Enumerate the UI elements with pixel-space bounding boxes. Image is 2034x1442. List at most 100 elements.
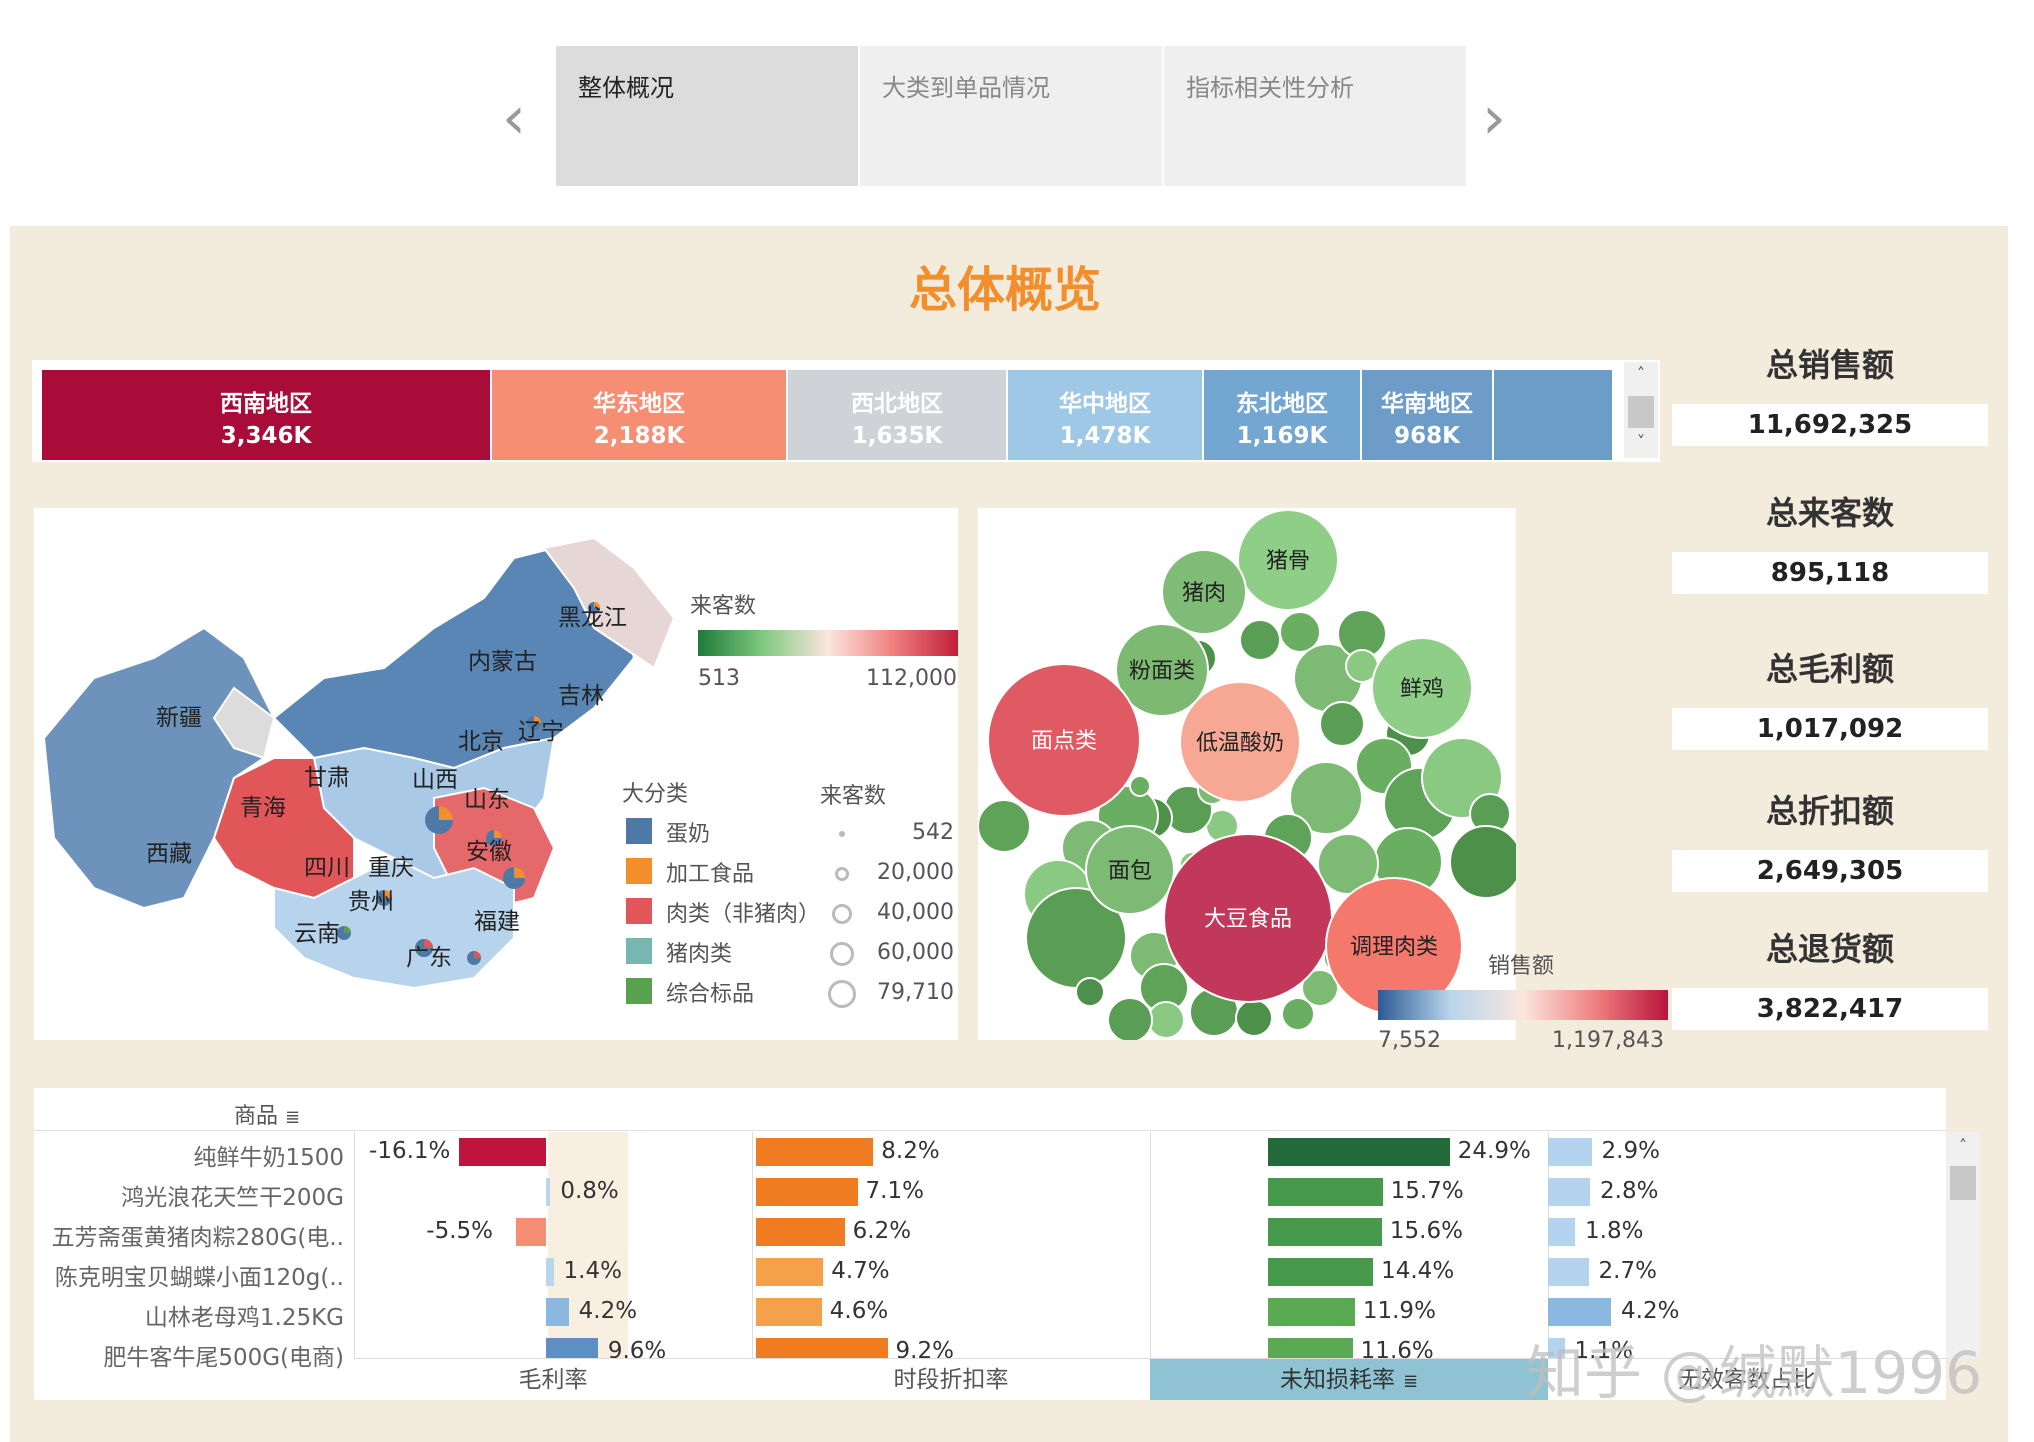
product-name: 肥牛客牛尾500G(电商) [103, 1345, 344, 1371]
loss-rate-bar[interactable] [1268, 1138, 1450, 1166]
category-bubble[interactable] [1301, 969, 1339, 1007]
category-bubble-panel: 猪骨 猪肉 粉面类 鲜鸡 面点类 低温酸奶 面包 大豆食品 调理肉类 [978, 508, 1516, 1040]
category-bubble[interactable] [1161, 549, 1247, 635]
gross-margin-bar[interactable] [516, 1218, 546, 1246]
sort-icon[interactable]: ≣ [1402, 1371, 1419, 1392]
discount-rate-bar[interactable] [756, 1258, 824, 1286]
scroll-up-icon[interactable]: ˄ [1637, 364, 1645, 383]
tab-3[interactable]: 指标相关性分析 [1164, 46, 1466, 186]
loss-rate-bar[interactable] [1268, 1178, 1383, 1206]
bubble-label: 低温酸奶 [1196, 731, 1284, 756]
category-bubble[interactable] [1147, 1001, 1185, 1039]
category-bubble[interactable] [1371, 637, 1473, 739]
region-cell[interactable]: 东北地区 1,169K [1204, 370, 1362, 460]
region-cell[interactable]: 华中地区 1,478K [1008, 370, 1204, 460]
category-bubble[interactable] [1235, 999, 1273, 1037]
discount-rate-bar[interactable] [756, 1178, 858, 1206]
region-cell[interactable]: 西北地区 1,635K [788, 370, 1008, 460]
sort-icon[interactable]: ≣ [285, 1107, 301, 1128]
loss-rate-bar[interactable] [1268, 1258, 1374, 1286]
category-bubble[interactable] [1449, 825, 1516, 899]
bubble-legend-ramp [1378, 990, 1668, 1020]
scroll-up-icon[interactable]: ˄ [1959, 1136, 1967, 1155]
region-cell[interactable]: 华东地区 2,188K [492, 370, 788, 460]
category-bubble[interactable] [1085, 825, 1175, 915]
invalid-customers-bar[interactable] [1548, 1298, 1611, 1326]
next-arrow[interactable]: › [1482, 83, 1506, 153]
province-label: 黑龙江 [558, 605, 627, 631]
category-bubble[interactable] [1239, 619, 1281, 661]
discount-rate-bar[interactable] [756, 1298, 822, 1326]
gross-margin-bar[interactable] [459, 1138, 546, 1166]
tab-1[interactable]: 整体概况 [556, 46, 858, 186]
kpi-label: 总毛利额 [1765, 650, 1894, 688]
category-bubble[interactable] [1319, 701, 1365, 747]
category-bubble[interactable] [1289, 761, 1363, 835]
region-value: 1,635K [851, 423, 943, 449]
region-value: 1,169K [1236, 423, 1328, 449]
category-bubble[interactable] [1107, 997, 1153, 1040]
scroll-thumb[interactable] [1628, 396, 1654, 428]
scroll-thumb[interactable] [1950, 1166, 1976, 1200]
loss-rate-bar[interactable] [1268, 1218, 1382, 1246]
category-legend-label: 猪肉类 [666, 942, 733, 967]
color-legend-ramp [698, 630, 958, 656]
category-bubble[interactable] [1317, 833, 1379, 895]
category-bubble[interactable] [1237, 509, 1339, 611]
invalid-customers-bar[interactable] [1548, 1178, 1590, 1206]
category-bubble[interactable] [1075, 977, 1105, 1007]
column-header-label: 时段折扣率 [893, 1367, 1009, 1393]
column-header[interactable]: 时段折扣率 [752, 1358, 1150, 1400]
province-label: 云南 [294, 921, 340, 947]
invalid-customers-bar[interactable] [1548, 1258, 1589, 1286]
province-label: 辽宁 [518, 719, 564, 745]
discount-rate-bar[interactable] [756, 1138, 874, 1166]
loss-rate-value: 15.6% [1389, 1218, 1463, 1244]
product-header[interactable]: 商品 ≣ [234, 1098, 300, 1130]
kpi-value: 3,822,417 [1672, 988, 1988, 1030]
table-scrollbar[interactable]: ˄ [1946, 1132, 1980, 1358]
kpi-label: 总退货额 [1765, 930, 1894, 968]
region-cell[interactable] [1494, 370, 1614, 460]
gross-margin-bar[interactable] [546, 1258, 554, 1286]
column-header[interactable]: 毛利率 [354, 1358, 752, 1400]
category-swatch [626, 978, 652, 1004]
province-label: 内蒙古 [468, 649, 537, 675]
size-legend-circle [830, 942, 854, 966]
column-header[interactable]: 未知损耗率 ≣ [1150, 1358, 1548, 1400]
region-cell[interactable]: 西南地区 3,346K [42, 370, 492, 460]
category-bubble[interactable] [1179, 681, 1301, 803]
province-label: 福建 [474, 909, 520, 935]
region-value: 1,478K [1059, 423, 1151, 449]
category-swatch [626, 858, 652, 884]
treemap-scrollbar[interactable]: ˄ ˅ [1624, 362, 1658, 458]
dashboard-title: 总体概览 [908, 262, 1101, 318]
category-bubble[interactable] [978, 799, 1031, 853]
loss-rate-value: 14.4% [1381, 1258, 1455, 1284]
region-cell[interactable]: 华南地区 968K [1362, 370, 1494, 460]
discount-rate-value: 4.6% [829, 1298, 889, 1324]
china-map[interactable] [34, 508, 694, 1040]
region-value: 968K [1394, 423, 1460, 449]
category-bubble[interactable] [987, 663, 1141, 817]
category-swatch [626, 898, 652, 924]
category-bubble[interactable] [1279, 611, 1321, 653]
province-label: 西藏 [146, 841, 192, 867]
category-bubble[interactable] [1129, 775, 1151, 797]
invalid-customers-bar[interactable] [1548, 1138, 1592, 1166]
bubble-label: 调理肉类 [1350, 935, 1438, 960]
discount-rate-bar[interactable] [756, 1218, 845, 1246]
prev-arrow[interactable]: ‹ [502, 83, 526, 153]
scroll-down-icon[interactable]: ˅ [1637, 432, 1645, 451]
category-bubble[interactable] [1281, 997, 1315, 1031]
category-bubble[interactable] [1115, 623, 1209, 717]
tab-2[interactable]: 大类到单品情况 [860, 46, 1162, 186]
column-header[interactable]: 无效客数占比 [1548, 1358, 1946, 1400]
invalid-customers-bar[interactable] [1548, 1218, 1575, 1246]
invalid-customers-value: 1.8% [1585, 1218, 1644, 1244]
loss-rate-bar[interactable] [1268, 1298, 1355, 1326]
gross-margin-bar[interactable] [546, 1178, 551, 1206]
gross-margin-bar[interactable] [546, 1298, 569, 1326]
kpi-value: 11,692,325 [1672, 404, 1988, 446]
